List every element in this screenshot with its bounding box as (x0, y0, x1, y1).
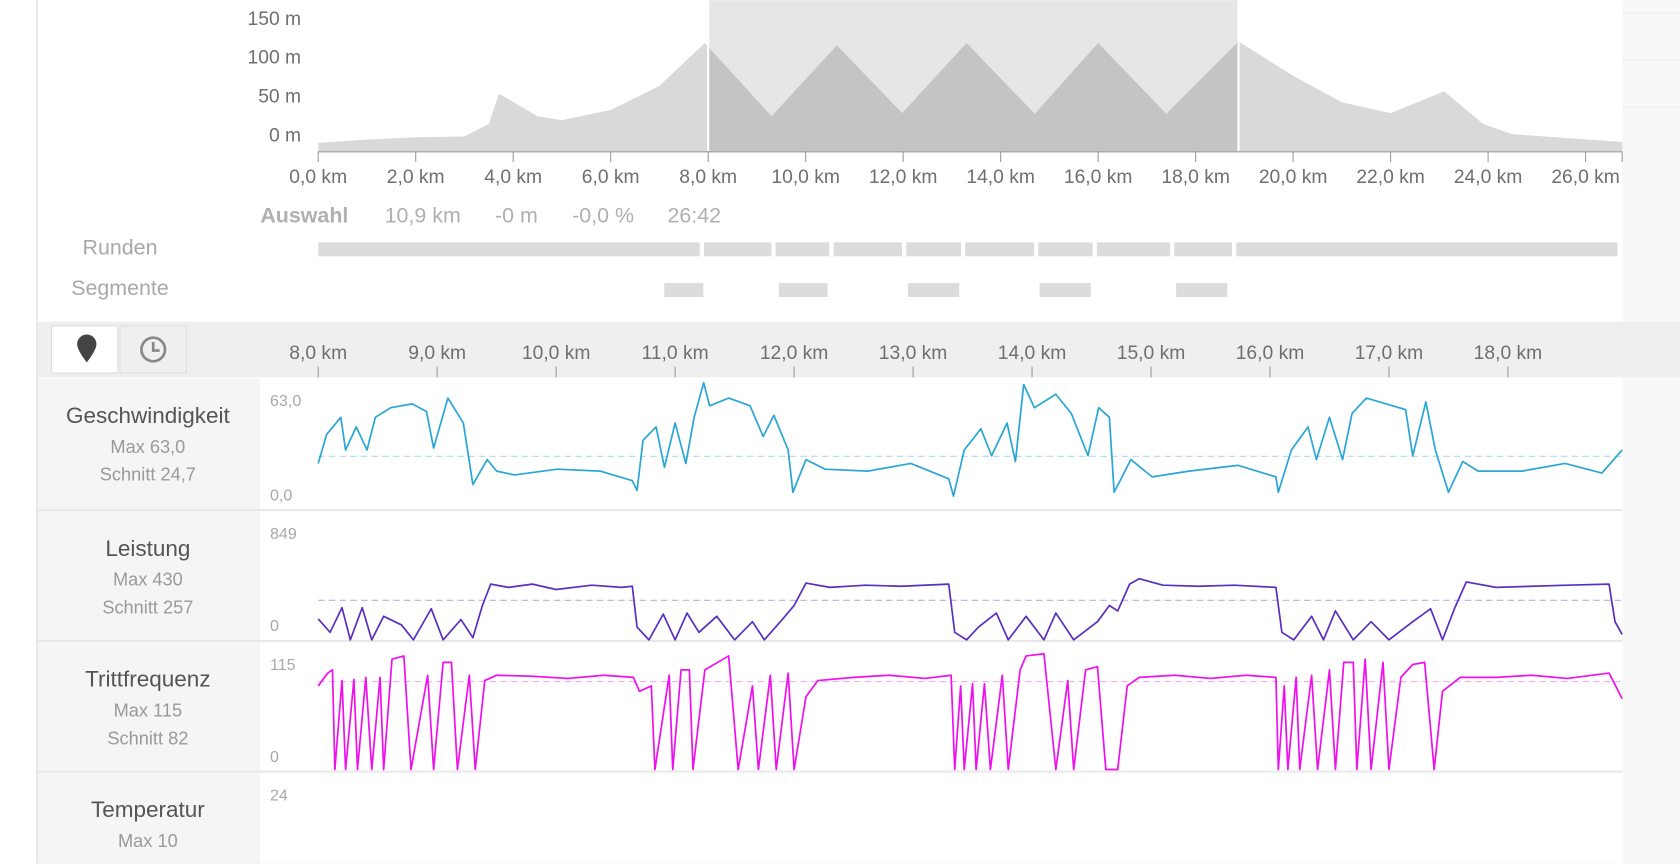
x-tick-label: 9,0 km (408, 343, 466, 364)
panel-mean: Schnitt 257 (102, 598, 193, 618)
panel-plot (260, 378, 1623, 510)
x-tick-label: 20,0 km (1259, 167, 1328, 188)
y-tick-label: 115 (270, 656, 296, 674)
segment-bar (778, 283, 828, 297)
x-tick-label: 8,0 km (289, 343, 347, 364)
panel-max: Max 63,0 (110, 437, 185, 457)
lap-bar (703, 242, 772, 257)
x-tick-label: 13,0 km (879, 343, 948, 364)
laps-label: Runden (83, 235, 158, 259)
pin-icon (77, 334, 97, 363)
x-tick-label: 14,0 km (998, 343, 1067, 364)
x-tick-label: 16,0 km (1064, 167, 1133, 188)
y-tick-label: 0,0 (270, 487, 292, 505)
x-tick-label: 17,0 km (1355, 343, 1424, 364)
x-tick-label: 12,0 km (869, 167, 938, 188)
x-tick-label: 10,0 km (771, 167, 840, 188)
lap-bar (775, 242, 830, 257)
selection-label: Auswahl (260, 203, 348, 227)
y-tick-label: 0 (270, 617, 279, 635)
panel-plot (260, 772, 1623, 864)
selection-value: 26:42 (668, 203, 722, 227)
panel-side (37, 511, 261, 640)
y-tick-label: 63,0 (270, 392, 301, 410)
panel-plot (260, 511, 1623, 640)
panels (37, 378, 1623, 864)
lap-bar (1038, 242, 1093, 257)
segment-bar (1039, 283, 1091, 297)
x-tick-label: 18,0 km (1161, 167, 1230, 188)
elevation-area-selected (708, 41, 1239, 152)
y-tick-label: 24 (270, 787, 288, 805)
x-tick-label: 2,0 km (387, 167, 445, 188)
y-tick-label: 150 m (248, 9, 302, 30)
panel-max: Max 430 (113, 570, 183, 590)
segment-bar (1176, 283, 1228, 297)
clock-hands (151, 342, 160, 352)
y-tick-label: 849 (270, 525, 297, 543)
panel-name: Trittfrequenz (85, 667, 210, 692)
lap-bar (833, 242, 902, 257)
x-tick-label: 14,0 km (966, 167, 1035, 188)
lap-bar (965, 242, 1035, 257)
selection-value: -0,0 % (572, 203, 634, 227)
x-tick-label: 11,0 km (642, 343, 709, 364)
y-tick-label: 0 m (269, 126, 301, 147)
x-tick-label: 16,0 km (1236, 343, 1305, 364)
x-tick-label: 24,0 km (1454, 167, 1523, 188)
panel-mean: Schnitt 82 (107, 728, 188, 748)
lap-bar (1096, 242, 1171, 257)
x-tick-label: 6,0 km (582, 167, 640, 188)
segment-bar (664, 283, 704, 297)
x-tick-label: 0,0 km (289, 167, 347, 188)
series-line (317, 652, 1623, 771)
panel-max: Max 10 (118, 831, 178, 851)
y-tick-label: 100 m (248, 48, 302, 69)
lap-bar (906, 242, 961, 257)
x-tick-label: 26,0 km (1551, 167, 1620, 188)
x-tick-label: 10,0 km (522, 343, 591, 364)
x-tick-label: 12,0 km (760, 343, 829, 364)
lap-bar (1174, 242, 1232, 257)
y-tick-label: 0 (270, 748, 279, 766)
selection-value: 10,9 km (385, 203, 461, 227)
lap-bar (318, 242, 700, 257)
x-tick-label: 8,0 km (679, 167, 737, 188)
lap-bar (1236, 242, 1618, 257)
x-tick-label: 18,0 km (1474, 343, 1543, 364)
panel-side (37, 772, 261, 864)
segment-bar (908, 283, 960, 297)
x-tick-label: 22,0 km (1356, 167, 1425, 188)
segments-label: Segmente (71, 276, 169, 300)
side-strip (1622, 0, 1680, 864)
panel-name: Geschwindigkeit (66, 403, 231, 428)
panel-side (37, 378, 261, 510)
series-line (317, 577, 1623, 641)
panel-plot (260, 642, 1623, 771)
panel-side (37, 642, 261, 771)
series-line (317, 381, 1623, 497)
x-tick-label: 4,0 km (484, 167, 542, 188)
panel-mean: Schnitt 24,7 (100, 465, 196, 485)
panel-name: Temperatur (91, 797, 205, 822)
x-tick-label: 15,0 km (1117, 343, 1186, 364)
toolbar (37, 321, 1680, 378)
y-tick-label: 50 m (258, 87, 301, 108)
clock-icon (140, 336, 167, 363)
panel-name: Leistung (105, 536, 190, 561)
panel-max: Max 115 (114, 700, 182, 720)
selection-value: -0 m (495, 203, 538, 227)
